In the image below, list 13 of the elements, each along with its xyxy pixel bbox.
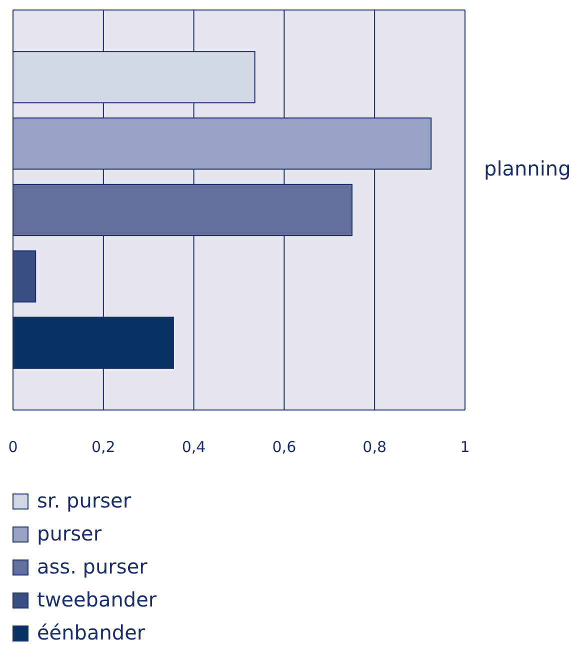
legend-label: éénbander [37, 620, 146, 644]
x-tick-label: 0,2 [91, 438, 116, 456]
legend-label: tweebander [37, 587, 158, 612]
x-tick-label: 0,6 [272, 438, 296, 456]
legend-label: purser [37, 521, 102, 546]
legend-label: sr. purser [37, 488, 132, 512]
x-tick-label: 0,4 [182, 438, 206, 456]
x-tick-label: 0 [8, 438, 18, 456]
legend-label: ass. purser [37, 554, 148, 578]
x-tick-label: 0,8 [362, 438, 387, 456]
y-axis-title: planning [484, 156, 571, 180]
x-tick-label: 1 [460, 438, 470, 456]
bar [12, 250, 36, 302]
